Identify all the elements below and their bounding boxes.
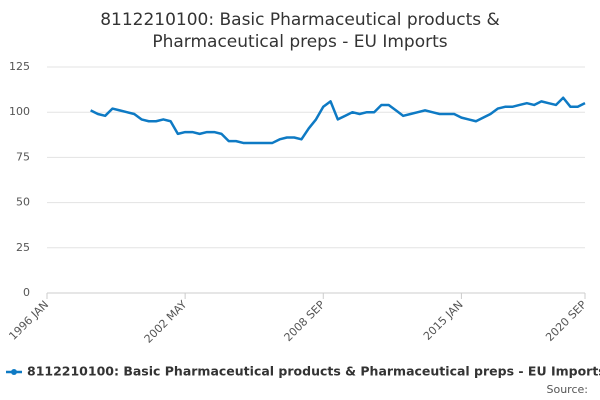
- y-tick-label: 100: [9, 105, 30, 118]
- y-tick-label: 50: [16, 196, 30, 209]
- x-tick-label: 2008 SEP: [282, 298, 328, 344]
- y-tick-label: 0: [23, 286, 30, 299]
- y-tick-label: 75: [16, 150, 30, 163]
- chart-title: 8112210100: Basic Pharmaceutical product…: [100, 10, 500, 30]
- legend-marker: [11, 369, 17, 375]
- y-tick-label: 25: [16, 241, 30, 254]
- y-tick-label: 125: [9, 60, 30, 73]
- x-tick-label: 2020 SEP: [543, 298, 589, 344]
- source: Source:: [547, 383, 589, 396]
- chart-title: Pharmaceutical preps - EU Imports: [152, 32, 447, 52]
- legend-label: 8112210100: Basic Pharmaceutical product…: [27, 364, 600, 379]
- x-tick-label: 1996 JAN: [6, 298, 51, 343]
- x-tick-label: 2015 JAN: [421, 298, 466, 343]
- x-tick-label: 2002 MAY: [142, 298, 190, 346]
- line-series: [90, 96, 586, 145]
